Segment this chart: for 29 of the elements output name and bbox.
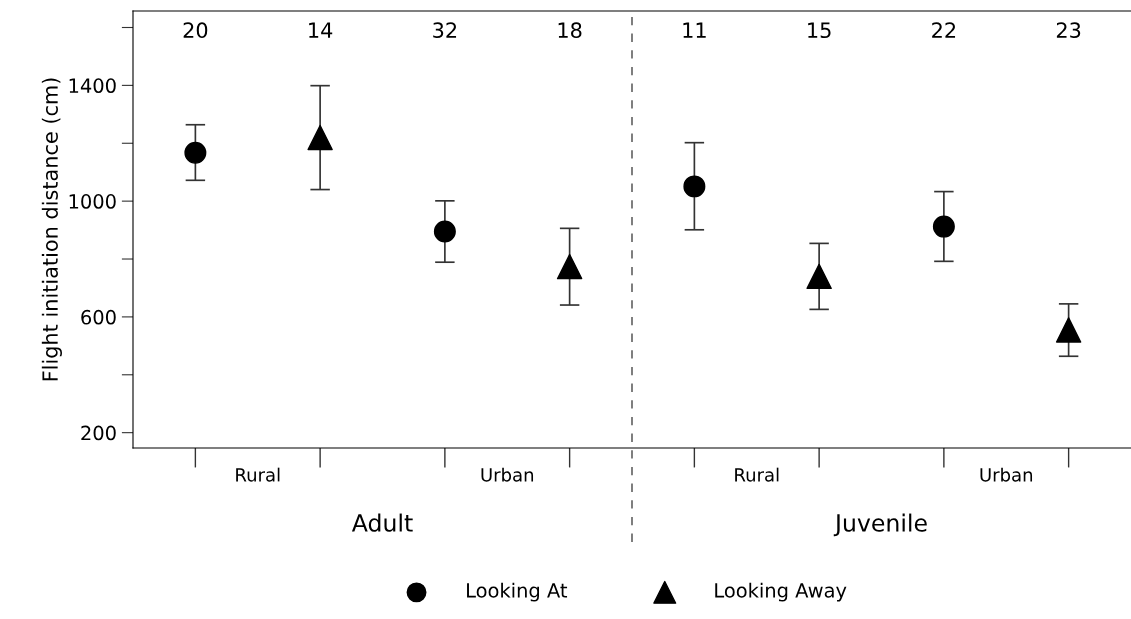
annotation: 23 bbox=[1056, 22, 1081, 39]
point bbox=[184, 141, 207, 164]
annotation: 20 bbox=[183, 22, 208, 39]
annotation: 11 bbox=[683, 22, 706, 38]
y-axis-title: Flight initiation distance (cm) bbox=[41, 78, 62, 381]
annotation: 18 bbox=[558, 22, 582, 39]
point bbox=[806, 263, 832, 290]
annotation: 22 bbox=[932, 22, 956, 38]
y-tick-label: 600 bbox=[81, 309, 116, 325]
point bbox=[556, 253, 583, 280]
text: Adult bbox=[351, 513, 413, 532]
text: Juvenile bbox=[833, 513, 927, 537]
point bbox=[1055, 317, 1082, 343]
y-tick-label: 200 bbox=[81, 425, 116, 441]
legend-label: Looking At bbox=[467, 582, 568, 602]
point bbox=[683, 175, 706, 198]
y-tick-label: 1400 bbox=[69, 78, 116, 94]
annotation: 32 bbox=[433, 22, 457, 39]
annotation: 14 bbox=[309, 22, 333, 38]
point bbox=[932, 215, 955, 238]
point bbox=[433, 220, 456, 243]
annotation: 15 bbox=[808, 22, 831, 39]
legend-label: Looking Away bbox=[715, 582, 847, 602]
text: Rural bbox=[735, 467, 779, 482]
point bbox=[307, 124, 333, 151]
y-tick-label: 1000 bbox=[69, 194, 116, 209]
text: Urban bbox=[481, 467, 534, 482]
text: Urban bbox=[980, 467, 1033, 482]
text: Rural bbox=[236, 467, 280, 482]
